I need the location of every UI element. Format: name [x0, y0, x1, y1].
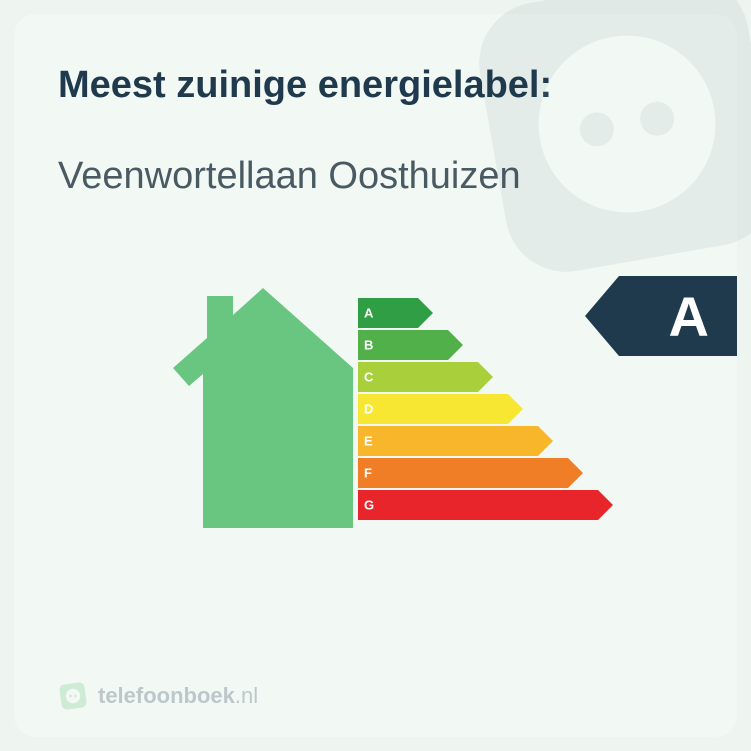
- house-icon: [173, 288, 353, 528]
- energy-bar-shape: [358, 490, 613, 520]
- energy-bar-label: C: [364, 370, 373, 385]
- energy-bar-label: E: [364, 434, 373, 449]
- energy-bar-label: G: [364, 498, 374, 513]
- footer-brand-text: telefoonboek.nl: [98, 683, 258, 709]
- energy-bar-shape: [358, 426, 553, 456]
- footer-logo-icon: [58, 681, 88, 711]
- energy-bar-label: A: [364, 306, 373, 321]
- selected-rating-badge: A: [619, 276, 737, 356]
- info-card: Meest zuinige energielabel: Veenwortella…: [14, 14, 737, 737]
- energy-bar-shape: [358, 458, 583, 488]
- energy-bar-label: B: [364, 338, 373, 353]
- selected-rating-letter: A: [669, 284, 709, 349]
- energy-label-chart: ABCDEFG A: [58, 268, 693, 568]
- footer-brand: telefoonboek.nl: [58, 681, 258, 711]
- energy-bar-shape: [358, 394, 523, 424]
- energy-bar-shape: [358, 362, 493, 392]
- footer-brand-suffix: .nl: [235, 683, 258, 708]
- energy-bar-shape: [358, 330, 463, 360]
- energy-bar-label: F: [364, 466, 372, 481]
- footer-brand-bold: telefoonboek: [98, 683, 235, 708]
- energy-bar-label: D: [364, 402, 373, 417]
